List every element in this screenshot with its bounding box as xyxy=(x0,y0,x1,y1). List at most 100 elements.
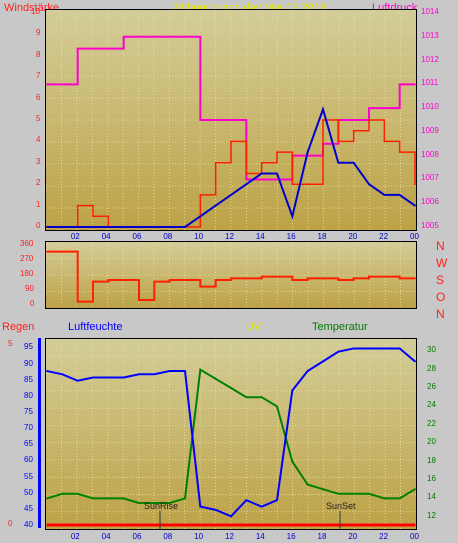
direction-tick-label: 0 xyxy=(30,299,35,308)
wind-direction-line-point xyxy=(107,279,110,281)
wind-speed-line-point xyxy=(414,183,416,186)
wind-speed-line-point xyxy=(352,129,355,132)
compass-label: N xyxy=(436,307,445,321)
wind-direction-line-point xyxy=(260,275,263,278)
wind-time-tick-label: 16 xyxy=(286,232,296,241)
temperature-line-point xyxy=(352,492,355,495)
wind-time-tick-label: 20 xyxy=(348,232,358,241)
pressure-line-point xyxy=(230,119,232,121)
wind-average-line-point xyxy=(245,183,248,186)
temperature-tick-label: 26 xyxy=(427,382,436,391)
rain-line-point xyxy=(245,524,248,526)
bottom-time-tick-label: 04 xyxy=(101,532,111,541)
pressure-line-point xyxy=(398,83,401,86)
pressure-tick-label: 1012 xyxy=(421,54,439,64)
wind-time-tick-label: 06 xyxy=(132,232,142,241)
pressure-line-point xyxy=(214,119,217,121)
wind-tick-label: 10 xyxy=(31,7,40,16)
bottom-time-tick-label: 22 xyxy=(379,532,389,541)
rain-line-point xyxy=(107,524,110,526)
rain-line-point xyxy=(122,524,125,526)
rain-line-point xyxy=(92,524,94,526)
humidity-line-point xyxy=(153,373,156,376)
rain-line-point xyxy=(153,524,156,526)
rain-line-point xyxy=(291,524,294,526)
temperature-tick-label: 24 xyxy=(427,400,436,410)
humidity-title: Luftfeuchte xyxy=(68,321,123,333)
wind-speed-line-point xyxy=(276,151,278,154)
wind-direction-line-point xyxy=(337,279,340,281)
humidity-line-point xyxy=(245,499,248,502)
temperature-line-point xyxy=(199,368,202,371)
pressure-line-point xyxy=(199,119,202,121)
wind-tick-label: 7 xyxy=(36,71,41,81)
humidity-line-point xyxy=(138,373,140,376)
bottom-time-tick-label: 10 xyxy=(194,532,204,541)
pressure-line-point xyxy=(138,35,140,38)
temperature-line-point xyxy=(214,377,217,380)
wind-average-line-point xyxy=(46,226,48,228)
wind-time-tick-label: 08 xyxy=(163,232,173,241)
rain-line-point xyxy=(230,524,232,526)
wind-time-tick-label: 02 xyxy=(70,232,80,241)
wind-speed-line-point xyxy=(368,119,370,121)
wind-speed-line-point xyxy=(337,140,340,143)
wind-direction-line-point xyxy=(122,279,125,281)
temperature-line-point xyxy=(230,387,232,389)
wind-direction-line-point xyxy=(291,279,294,281)
wind-average-line-point xyxy=(76,226,79,228)
temperature-line-point xyxy=(184,497,186,500)
temperature-line-point xyxy=(138,502,140,504)
bottom-time-tick-label: 06 xyxy=(132,532,142,541)
wind-average-line-point xyxy=(122,226,125,228)
rain-line-point xyxy=(76,524,79,526)
humidity-tick-label: 60 xyxy=(24,455,33,465)
wind-direction-line-point xyxy=(352,277,355,280)
rain-tick-label: 5 xyxy=(8,339,13,348)
pressure-line-point xyxy=(46,83,48,86)
temperature-tick-label: 14 xyxy=(427,492,436,502)
wind-average-line-point xyxy=(414,204,416,207)
humidity-line-point xyxy=(76,379,79,382)
bottom-time-tick-label: 08 xyxy=(163,532,173,541)
pressure-line-point xyxy=(168,35,171,38)
humidity-line-point xyxy=(168,370,171,372)
wind-average-line-point xyxy=(398,194,401,196)
rain-line-point xyxy=(414,524,416,526)
wind-direction-line-point xyxy=(46,250,48,253)
wind-direction-line-point xyxy=(245,277,248,280)
temperature-tick-label: 30 xyxy=(427,345,436,355)
wind-average-line-point xyxy=(168,226,171,228)
pressure-line-point xyxy=(184,35,186,38)
sunrise-label: SunRise xyxy=(144,501,178,511)
pressure-tick-label: 1009 xyxy=(421,125,439,135)
rain-line-point xyxy=(322,524,324,526)
temperature-line-point xyxy=(168,502,171,504)
wind-average-line-point xyxy=(138,226,140,228)
pressure-line-point xyxy=(260,178,263,181)
pressure-line-point xyxy=(352,119,355,121)
direction-tick-label: 90 xyxy=(25,284,34,293)
bottom-plot-background xyxy=(46,339,416,529)
temperature-line-point xyxy=(276,405,278,408)
direction-tick-label: 270 xyxy=(20,254,34,263)
humidity-line-point xyxy=(398,347,401,350)
wind-direction-line-point xyxy=(276,275,278,278)
wind-average-line-point xyxy=(276,172,278,175)
wind-tick-label: 1 xyxy=(36,199,41,209)
direction-tick-label: 180 xyxy=(20,269,34,278)
humidity-tick-label: 70 xyxy=(24,423,33,433)
rain-line-point xyxy=(168,524,171,526)
humidity-line-point xyxy=(352,347,355,350)
temperature-tick-label: 16 xyxy=(427,474,436,483)
pressure-tick-label: 1014 xyxy=(421,7,439,16)
wind-direction-line-point xyxy=(214,279,217,281)
temperature-line-point xyxy=(92,497,94,500)
compass-label: N xyxy=(436,239,445,253)
rain-line-point xyxy=(214,524,217,526)
wind-average-line-point xyxy=(260,172,263,175)
temperature-tick-label: 20 xyxy=(427,437,436,447)
pressure-line-point xyxy=(61,83,64,86)
wind-tick-label: 0 xyxy=(36,221,41,230)
pressure-line-point xyxy=(92,47,94,50)
